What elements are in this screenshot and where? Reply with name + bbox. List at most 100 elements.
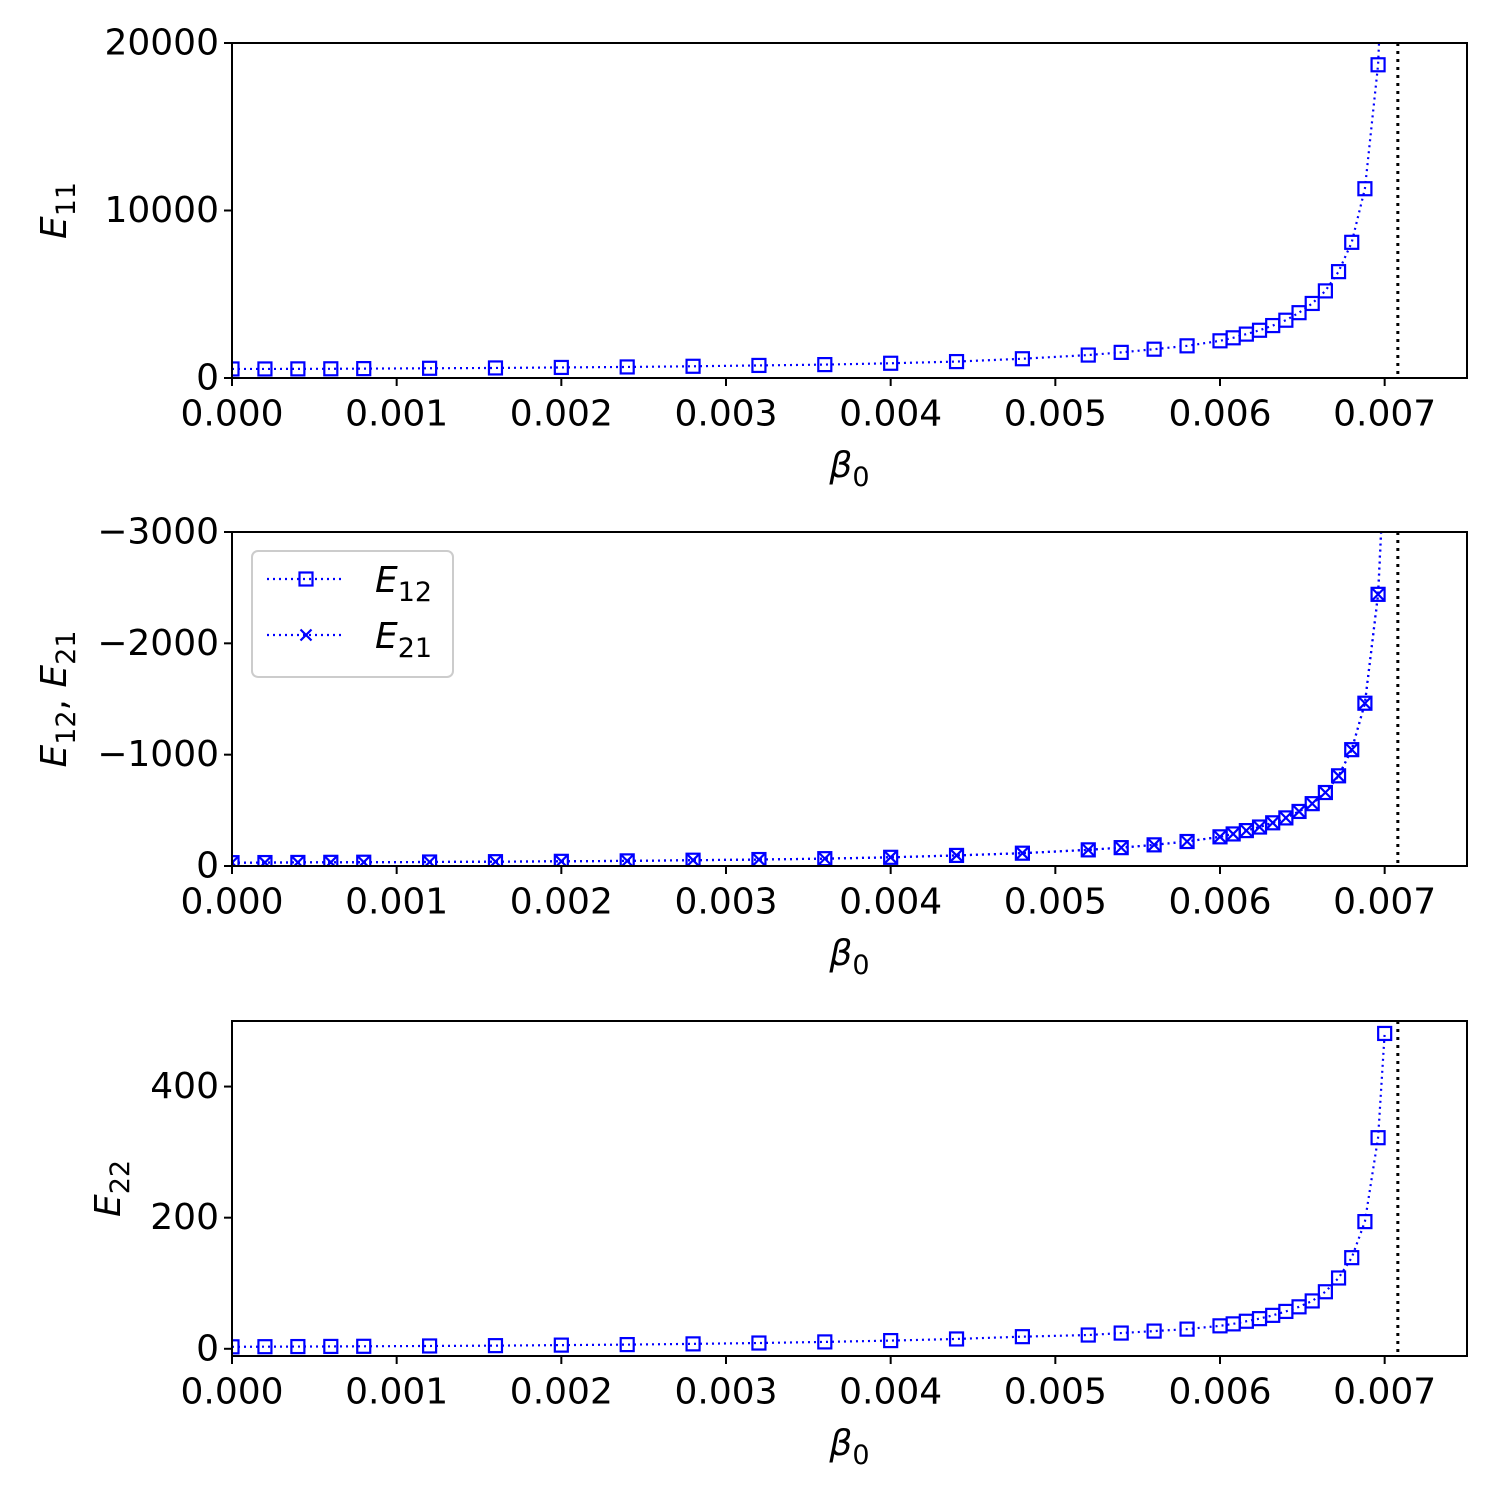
marker-square: [1146, 837, 1162, 853]
x-tick-label: 0.000: [180, 1372, 283, 1413]
marker-square: [356, 361, 372, 377]
marker-square: [1146, 341, 1162, 357]
marker-square: [422, 360, 438, 376]
y-axis-label: E11​: [34, 182, 82, 239]
marker-x: [1279, 811, 1293, 825]
marker-square: [1251, 322, 1268, 338]
marker-square: [751, 357, 767, 374]
legend-label: E21: [375, 616, 432, 664]
marker-x: [1253, 820, 1266, 834]
x-tick-label: 0.000: [180, 882, 283, 923]
marker-square: [1265, 317, 1281, 334]
y-tick-label: −2000: [97, 623, 219, 664]
marker-square: [619, 853, 635, 866]
marker-square: [1014, 845, 1031, 861]
marker-square: [1304, 796, 1320, 812]
marker-x: [884, 851, 897, 864]
marker-square: [1146, 1323, 1162, 1339]
marker-square: [1179, 1321, 1195, 1337]
x-tick-label: 0.004: [839, 1372, 942, 1413]
x-tick-label: 0.006: [1168, 394, 1271, 435]
marker-x: [1266, 816, 1279, 830]
legend: E12 E21: [251, 550, 454, 678]
marker-x-stroke: [1319, 786, 1332, 799]
marker-square: [817, 357, 833, 373]
x-tick-label: 0.001: [345, 882, 448, 923]
marker-x-stroke: [1279, 811, 1293, 825]
label-text: E: [88, 1194, 129, 1217]
marker-square: [298, 571, 314, 587]
plot-area: [232, 43, 1400, 378]
marker-square: [1317, 283, 1333, 299]
marker-x: [1180, 835, 1194, 848]
marker-square: [948, 353, 965, 370]
marker-x-stroke: [1266, 816, 1279, 830]
label-text: E: [375, 616, 398, 657]
marker-x-stroke: [1305, 797, 1319, 810]
x-tick-label: 0.007: [1333, 882, 1436, 923]
marker-square: [1278, 1303, 1294, 1320]
x-tick-label: 0.003: [674, 1372, 777, 1413]
marker-x: [1081, 843, 1095, 857]
marker-x-stroke: [1147, 838, 1161, 852]
marker-x: [620, 854, 634, 866]
marker-x-stroke: [1292, 805, 1306, 818]
marker-square: [751, 1335, 767, 1351]
x-tick-label: 0.005: [1004, 882, 1107, 923]
label-subscript: 11: [51, 182, 82, 216]
marker-square: [257, 361, 273, 377]
marker-square: [883, 849, 899, 865]
marker-x: [1147, 838, 1161, 852]
marker-square: [685, 358, 701, 374]
label-text: β: [828, 933, 852, 974]
marker-square: [883, 1332, 899, 1349]
marker-x-stroke: [950, 849, 963, 862]
marker-x-stroke: [1016, 846, 1029, 860]
marker-x: [1016, 846, 1029, 860]
x-tick-label: 0.007: [1333, 394, 1436, 435]
label-text: ,: [34, 688, 75, 711]
marker-square: [290, 361, 306, 377]
marker-square: [232, 361, 240, 377]
marker-x-stroke: [555, 855, 568, 866]
marker-x-stroke: [1081, 843, 1095, 857]
marker-square: [1304, 295, 1320, 312]
marker-x: [1345, 743, 1359, 756]
axes-frame: [231, 1020, 1468, 1357]
x-axis-label: β0​: [828, 1423, 869, 1471]
marker-square: [553, 853, 569, 866]
marker-square: [290, 1338, 306, 1355]
marker-x: [1114, 841, 1128, 854]
label-subscript: 12: [51, 710, 82, 744]
marker-x: [1292, 805, 1306, 818]
marker-x: [950, 849, 963, 862]
marker-square: [1330, 768, 1347, 784]
y-axis-label: E12​, E21​: [34, 630, 82, 767]
marker-x-stroke: [818, 852, 832, 865]
marker-x: [1332, 769, 1345, 783]
x-tick-label: 0.007: [1333, 1372, 1436, 1413]
y-tick-label: 10000: [104, 190, 219, 231]
marker-square: [883, 355, 899, 371]
legend-label: E12: [375, 560, 432, 608]
marker-square: [1238, 326, 1254, 342]
x-tick-label: 0.004: [839, 882, 942, 923]
marker-x-stroke: [884, 851, 897, 864]
marker-x: [258, 856, 272, 866]
marker-x: [1213, 830, 1227, 844]
marker-square: [1357, 695, 1373, 711]
label-subscript: 0: [852, 462, 869, 493]
marker-square: [1291, 305, 1307, 321]
y-tick-label: 400: [150, 1066, 219, 1107]
x-tick-label: 0.001: [345, 394, 448, 435]
marker-x-stroke: [1240, 824, 1253, 837]
x-tick-label: 0.000: [180, 394, 283, 435]
marker-x: [291, 856, 305, 866]
marker-square: [1080, 347, 1096, 363]
marker-square: [1291, 803, 1307, 820]
x-tick-label: 0.005: [1004, 394, 1107, 435]
marker-square: [1370, 586, 1386, 602]
marker-x: [1226, 827, 1240, 841]
marker-square: [1278, 312, 1294, 328]
